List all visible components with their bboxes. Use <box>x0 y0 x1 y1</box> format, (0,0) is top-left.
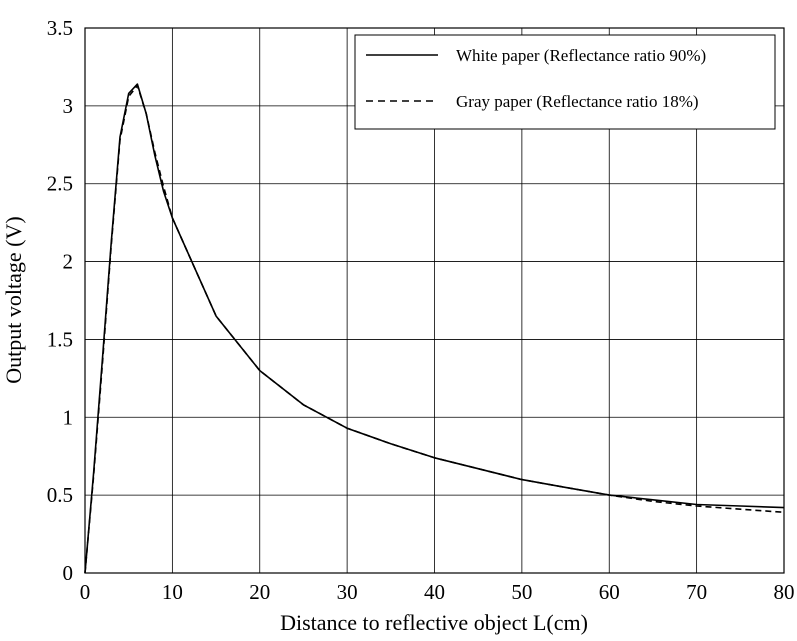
x-tick-label: 20 <box>249 580 270 604</box>
x-tick-label: 40 <box>424 580 445 604</box>
y-tick-label: 3 <box>63 94 74 118</box>
series-line-gray-paper <box>84 84 785 574</box>
legend-label-white-paper: White paper (Reflectance ratio 90%) <box>456 46 706 65</box>
plot-frame <box>84 27 785 574</box>
x-tick-label: 60 <box>599 580 620 604</box>
x-tick-label: 30 <box>337 580 358 604</box>
x-tick-label: 70 <box>686 580 707 604</box>
y-tick-label: 2.5 <box>47 172 73 196</box>
legend-box <box>354 34 776 130</box>
y-tick-label: 1.5 <box>47 327 73 351</box>
y-tick-labels: 0 0.5 1 1.5 2 2.5 3 3.5 <box>47 16 73 585</box>
y-tick-label: 0.5 <box>47 483 73 507</box>
y-tick-label: 1 <box>63 405 74 429</box>
x-tick-label: 50 <box>511 580 532 604</box>
series-layer <box>84 83 785 574</box>
x-axis-label: Distance to reflective object L(cm) <box>280 610 588 635</box>
y-tick-label: 2 <box>63 250 74 274</box>
x-tick-label: 80 <box>774 580 795 604</box>
y-tick-label: 0 <box>63 561 74 585</box>
legend: White paper (Reflectance ratio 90%) Gray… <box>354 34 776 130</box>
y-tick-label: 3.5 <box>47 16 73 40</box>
x-tick-labels: 0 10 20 30 40 50 60 70 80 <box>80 580 795 604</box>
y-axis-label: Output voltage (V) <box>1 216 26 383</box>
x-tick-label: 0 <box>80 580 91 604</box>
x-tick-label: 10 <box>162 580 183 604</box>
legend-label-gray-paper: Gray paper (Reflectance ratio 18%) <box>456 92 699 111</box>
